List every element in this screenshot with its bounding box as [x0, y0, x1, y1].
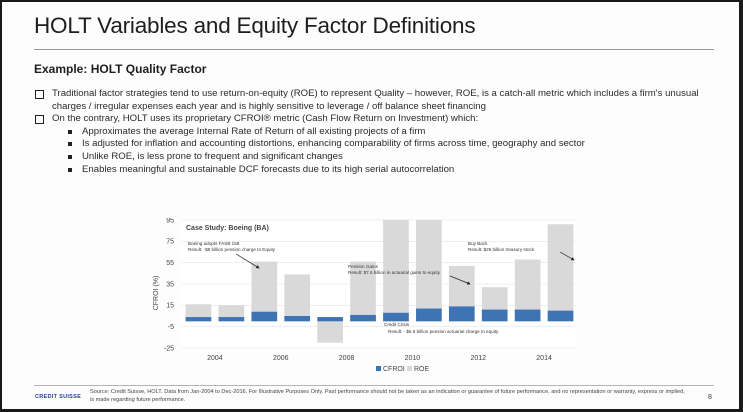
sub-bullet-text: Is adjusted for inflation and accounting…: [82, 138, 585, 150]
annotation-credit-crisis: Credit Crisis Result: - $6.5 billion pen…: [384, 322, 499, 334]
bullet-item: Traditional factor strategies tend to us…: [34, 88, 724, 113]
x-tick-label: 2004: [207, 355, 223, 362]
bar-roe-2007: [284, 274, 311, 322]
sub-bullet-item: Enables meaningful and sustainable DCF f…: [34, 164, 724, 177]
y-tick-label: 55: [166, 260, 174, 267]
bar-cfroi-2004: [185, 317, 212, 322]
annotation-result: Result: $29 billion treasury stock: [468, 247, 535, 252]
bullet-list: Traditional factor strategies tend to us…: [34, 88, 724, 176]
bar-roe-2006: [251, 261, 278, 322]
bar-cfroi-2008: [317, 317, 343, 322]
boeing-case-study-chart: 95 75 55 35 15 -5 -25 2004 2006 2008 2010 2012 2014…: [153, 218, 577, 373]
bar-cfroi-2006: [251, 311, 278, 322]
slide: HOLT Variables and Equity Factor Definit…: [2, 2, 739, 409]
annotation-buy-back: Buy Back Result: $29 billion treasury st…: [468, 241, 575, 261]
footer-divider: [34, 385, 714, 386]
x-tick-label: 2010: [405, 355, 421, 362]
bar-cfroi-2010: [383, 312, 409, 322]
bar-roe-2008: [317, 321, 343, 343]
sub-bullet-item: Approximates the average Internal Rate o…: [34, 126, 724, 139]
chart-title: Case Study: Boeing (BA): [186, 225, 269, 232]
square-bullet-icon: [68, 129, 72, 134]
bar-cfroi-2014: [514, 309, 541, 322]
bar-cfroi-2005: [218, 317, 245, 322]
annotation-title: Credit Crisis: [384, 322, 410, 327]
page-title: HOLT Variables and Equity Factor Definit…: [34, 13, 476, 38]
sub-bullet-text: Approximates the average Internal Rate o…: [82, 125, 426, 137]
legend-swatch-cfroi: [376, 366, 381, 371]
bar-roe-2011: [416, 220, 442, 322]
annotation-title: Boeing adopts FASB 158: [188, 241, 240, 246]
bar-roe-2009: [350, 261, 376, 322]
bar-cfroi-2012: [448, 306, 475, 322]
sub-bullet-item: Unlike ROE, is less prone to frequent an…: [34, 151, 724, 164]
sub-bullet-text: Enables meaningful and sustainable DCF f…: [82, 163, 455, 175]
x-tick-label: 2014: [536, 355, 552, 362]
y-axis-label: CFROI (%): [153, 276, 160, 311]
square-bullet-icon: [68, 154, 72, 159]
bar-cfroi-2015: [547, 310, 574, 322]
y-tick-label: 75: [166, 239, 174, 246]
sub-bullet-item: Is adjusted for inflation and accounting…: [34, 138, 724, 151]
arrow-icon: [559, 251, 575, 261]
bar-cfroi-2013: [481, 309, 508, 322]
checkbox-bullet-icon: [35, 90, 44, 99]
bullet-text: On the contrary, HOLT uses its proprieta…: [52, 113, 479, 125]
y-tick-label: -5: [168, 324, 174, 331]
annotation-title: Pension Gains: [348, 264, 379, 269]
square-bullet-icon: [68, 142, 72, 147]
x-tick-label: 2012: [470, 355, 486, 362]
bar-cfroi-2009: [350, 314, 376, 322]
annotation-result: Result: -$8 billion pension charge to Eq…: [188, 247, 276, 252]
bullet-text: Traditional factor strategies tend to us…: [52, 88, 699, 112]
sub-bullet-text: Unlike ROE, is less prone to frequent an…: [82, 150, 343, 162]
page-number: 8: [708, 394, 712, 401]
annotation-pension-gains: Pension Gains Result: $7.6 billion in ac…: [348, 264, 471, 285]
y-tick-label: 35: [166, 281, 174, 288]
bar-cfroi-2007: [284, 316, 311, 322]
y-tick-label: 95: [166, 218, 174, 224]
legend-label-cfroi: CFROI: [383, 366, 405, 373]
checkbox-bullet-icon: [35, 115, 44, 125]
arrow-icon: [449, 275, 471, 285]
bar-roe-2010: [383, 220, 409, 322]
arrow-icon: [235, 253, 260, 269]
slide-subtitle: Example: HOLT Quality Factor: [34, 62, 207, 76]
annotation-result: Result: $7.6 billion in actuarial gains …: [348, 270, 441, 275]
annotation-fasb: Boeing adopts FASB 158 Result: -$8 billi…: [188, 241, 276, 269]
x-tick-label: 2008: [339, 355, 355, 362]
legend-label-roe: ROE: [414, 366, 430, 373]
bar-roe-2015: [547, 224, 574, 322]
annotation-title: Buy Back: [468, 241, 488, 246]
y-tick-label: -25: [164, 345, 174, 352]
legend-swatch-roe: [407, 366, 412, 371]
credit-suisse-logo: CREDIT SUISSE: [35, 394, 82, 400]
bullet-item: On the contrary, HOLT uses its proprieta…: [34, 113, 724, 126]
square-bullet-icon: [68, 167, 72, 172]
footer-source-note: Source: Credit Suisse, HOLT. Data from J…: [90, 389, 685, 403]
y-tick-label: 15: [166, 303, 174, 310]
bar-cfroi-2011: [416, 308, 442, 322]
annotation-result: Result: - $6.5 billion pension actuarial…: [388, 329, 499, 334]
chart-legend: CFROI ROE: [376, 366, 430, 373]
title-divider: [34, 49, 714, 50]
x-tick-label: 2006: [273, 355, 289, 362]
